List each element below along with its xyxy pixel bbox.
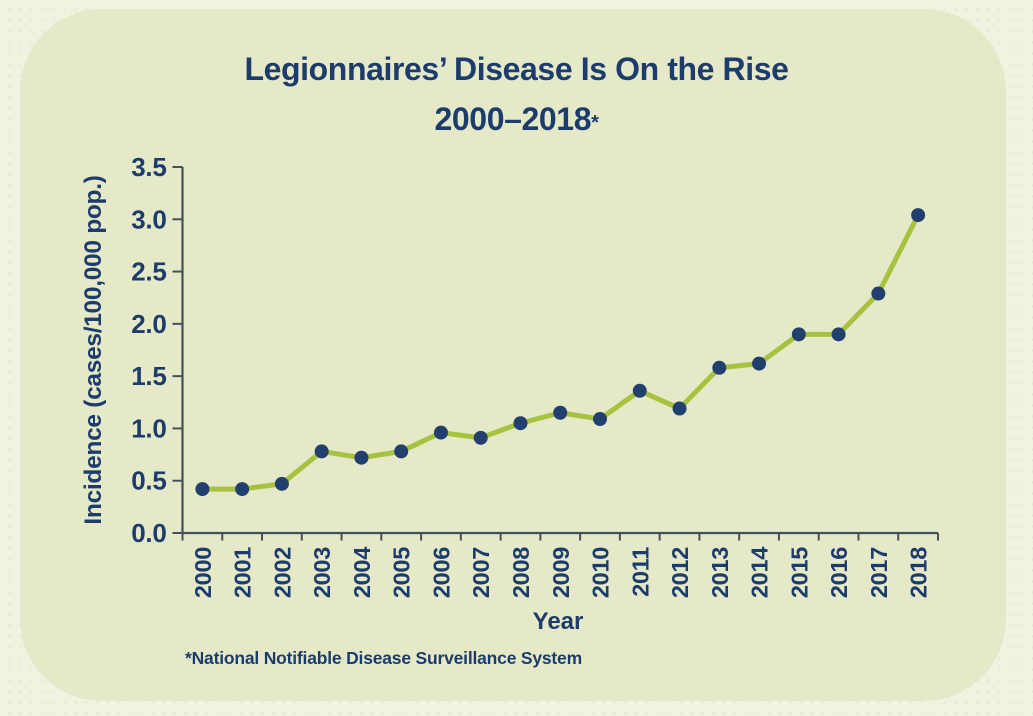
- y-axis-tick-label: 3.0: [131, 204, 166, 234]
- data-point-2013: [712, 360, 727, 375]
- y-axis-tick-label: 0.5: [131, 466, 166, 496]
- data-point-2017: [871, 286, 886, 301]
- x-axis-year-label: 2017: [866, 547, 892, 598]
- y-axis-tick-label: 2.0: [131, 309, 166, 339]
- x-axis-year-label: 2010: [588, 547, 614, 598]
- y-axis-tick-label: 0.0: [131, 518, 166, 548]
- x-axis-year-label: 2004: [349, 547, 375, 598]
- x-axis-year-label: 2007: [468, 547, 494, 598]
- y-axis-title: Incidence (cases/100,000 pop.): [80, 175, 107, 524]
- x-axis-year-label: 2005: [389, 547, 415, 598]
- data-point-2016: [831, 327, 846, 342]
- data-point-2015: [791, 327, 806, 342]
- y-axis-tick-label: 1.0: [131, 413, 166, 443]
- data-point-2003: [314, 444, 329, 459]
- data-point-2012: [672, 401, 687, 416]
- source-footnote: *National Notifiable Disease Surveillanc…: [185, 648, 582, 668]
- data-point-2011: [632, 383, 647, 398]
- chart-title-line2: 2000–2018*: [0, 94, 1033, 148]
- chart-title-years: 2000–2018: [434, 101, 592, 137]
- chart-title-line1: Legionnaires’ Disease Is On the Rise: [244, 51, 789, 87]
- data-point-2001: [235, 482, 250, 497]
- data-point-2006: [433, 425, 448, 440]
- x-axis-year-label: 2014: [747, 547, 773, 598]
- x-axis-year-label: 2015: [786, 547, 812, 598]
- x-axis-year-label: 2016: [826, 547, 852, 598]
- x-axis-year-label: 2001: [230, 547, 256, 598]
- y-axis-tick-label: 3.5: [131, 152, 166, 182]
- x-axis-title: Year: [533, 608, 584, 635]
- data-point-2008: [513, 416, 528, 431]
- x-axis-year-label: 2000: [190, 547, 216, 598]
- data-point-2004: [354, 450, 369, 465]
- x-axis-year-label: 2006: [428, 547, 454, 598]
- chart-card: [20, 9, 1006, 701]
- data-point-2010: [593, 412, 608, 427]
- x-axis-year-label: 2003: [309, 547, 335, 598]
- y-axis-tick-label: 1.5: [131, 361, 166, 391]
- x-axis-year-label: 2008: [508, 547, 534, 598]
- series-line: [199, 212, 921, 492]
- x-axis-year-label: 2013: [707, 547, 733, 598]
- data-point-2002: [274, 476, 289, 491]
- data-point-2007: [473, 430, 488, 445]
- x-axis-year-label: 2018: [906, 547, 932, 598]
- chart-title: Legionnaires’ Disease Is On the Rise 200…: [0, 44, 1033, 148]
- y-axis-tick-label: 2.5: [131, 257, 166, 287]
- x-axis-year-label: 2012: [667, 547, 693, 598]
- data-point-2000: [195, 482, 210, 497]
- data-point-2005: [394, 444, 409, 459]
- x-axis-year-label: 2011: [627, 547, 653, 597]
- data-point-2014: [752, 356, 767, 371]
- data-point-2018: [911, 208, 926, 223]
- title-asterisk: *: [591, 112, 599, 134]
- data-point-2009: [553, 405, 568, 420]
- x-axis-year-label: 2009: [548, 547, 574, 598]
- x-axis-year-label: 2002: [269, 547, 295, 598]
